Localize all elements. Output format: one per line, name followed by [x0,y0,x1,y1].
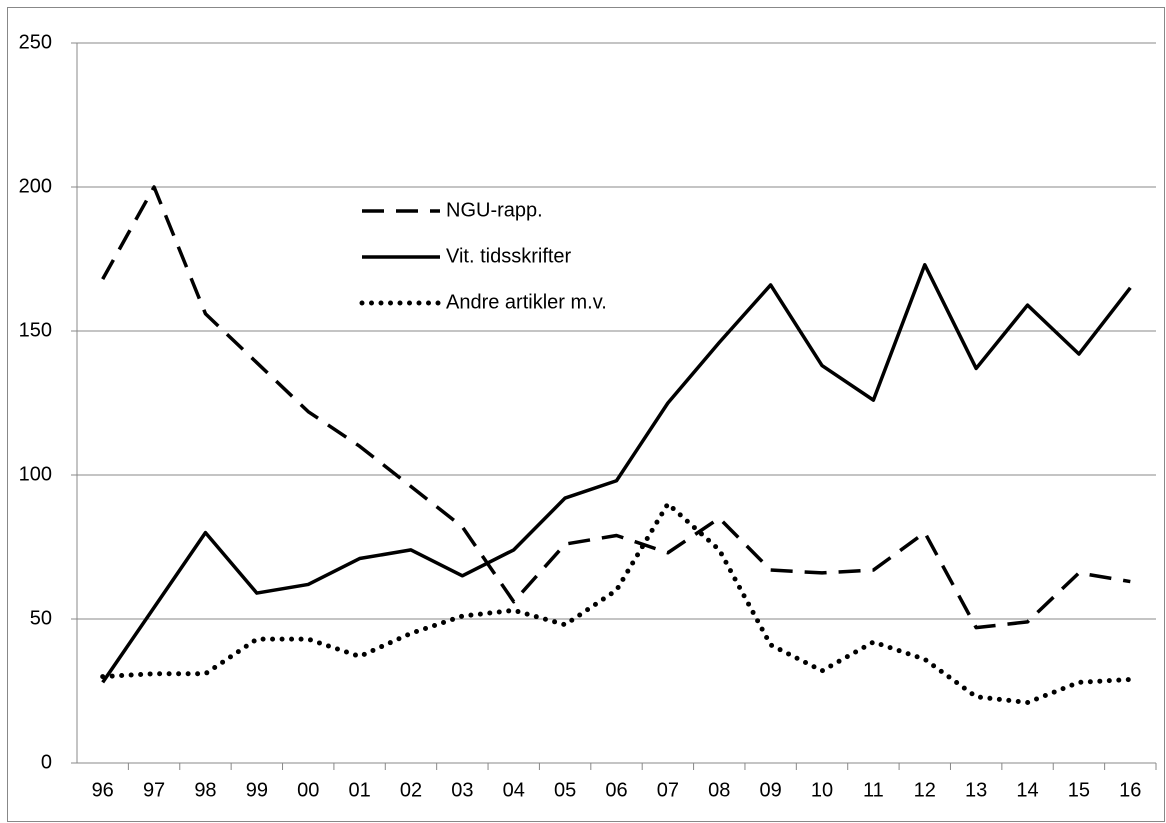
x-tick-label: 15 [1068,779,1090,801]
chart-frame [7,7,1165,822]
y-tick-label: 100 [19,463,52,485]
x-tick-label: 05 [554,779,576,801]
x-tick-label: 04 [503,779,525,801]
x-tick-label: 99 [246,779,268,801]
x-tick-label: 16 [1119,779,1141,801]
series-line [101,185,1131,630]
x-tick-label: 12 [914,779,936,801]
y-tick-label: 200 [19,175,52,197]
y-tick-label: 0 [41,751,52,773]
x-tick-label: 07 [657,779,679,801]
legend-label: Andre artikler m.v. [446,291,607,313]
x-tick-label: 09 [760,779,782,801]
x-tick-label: 97 [143,779,165,801]
x-tick-label: 06 [605,779,627,801]
x-tick-label: 00 [297,779,319,801]
x-tick-label: 10 [811,779,833,801]
x-tick-label: 01 [348,779,370,801]
x-tick-label: 08 [708,779,730,801]
y-tick-label: 50 [30,607,52,629]
legend-label: Vit. tidsskrifter [446,245,572,267]
legend-box [358,190,700,328]
x-tick-label: 14 [1016,779,1038,801]
series-line [101,263,1132,684]
x-tick-label: 98 [194,779,216,801]
x-tick-label: 96 [92,779,114,801]
y-tick-label: 250 [19,31,52,53]
y-tick-label: 150 [19,319,52,341]
x-tick-label: 03 [451,779,473,801]
series-line [100,501,1133,706]
x-tick-label: 11 [863,779,884,801]
x-tick-label: 02 [400,779,422,801]
legend-label: NGU-rapp. [446,199,543,221]
x-tick-label: 13 [965,779,987,801]
